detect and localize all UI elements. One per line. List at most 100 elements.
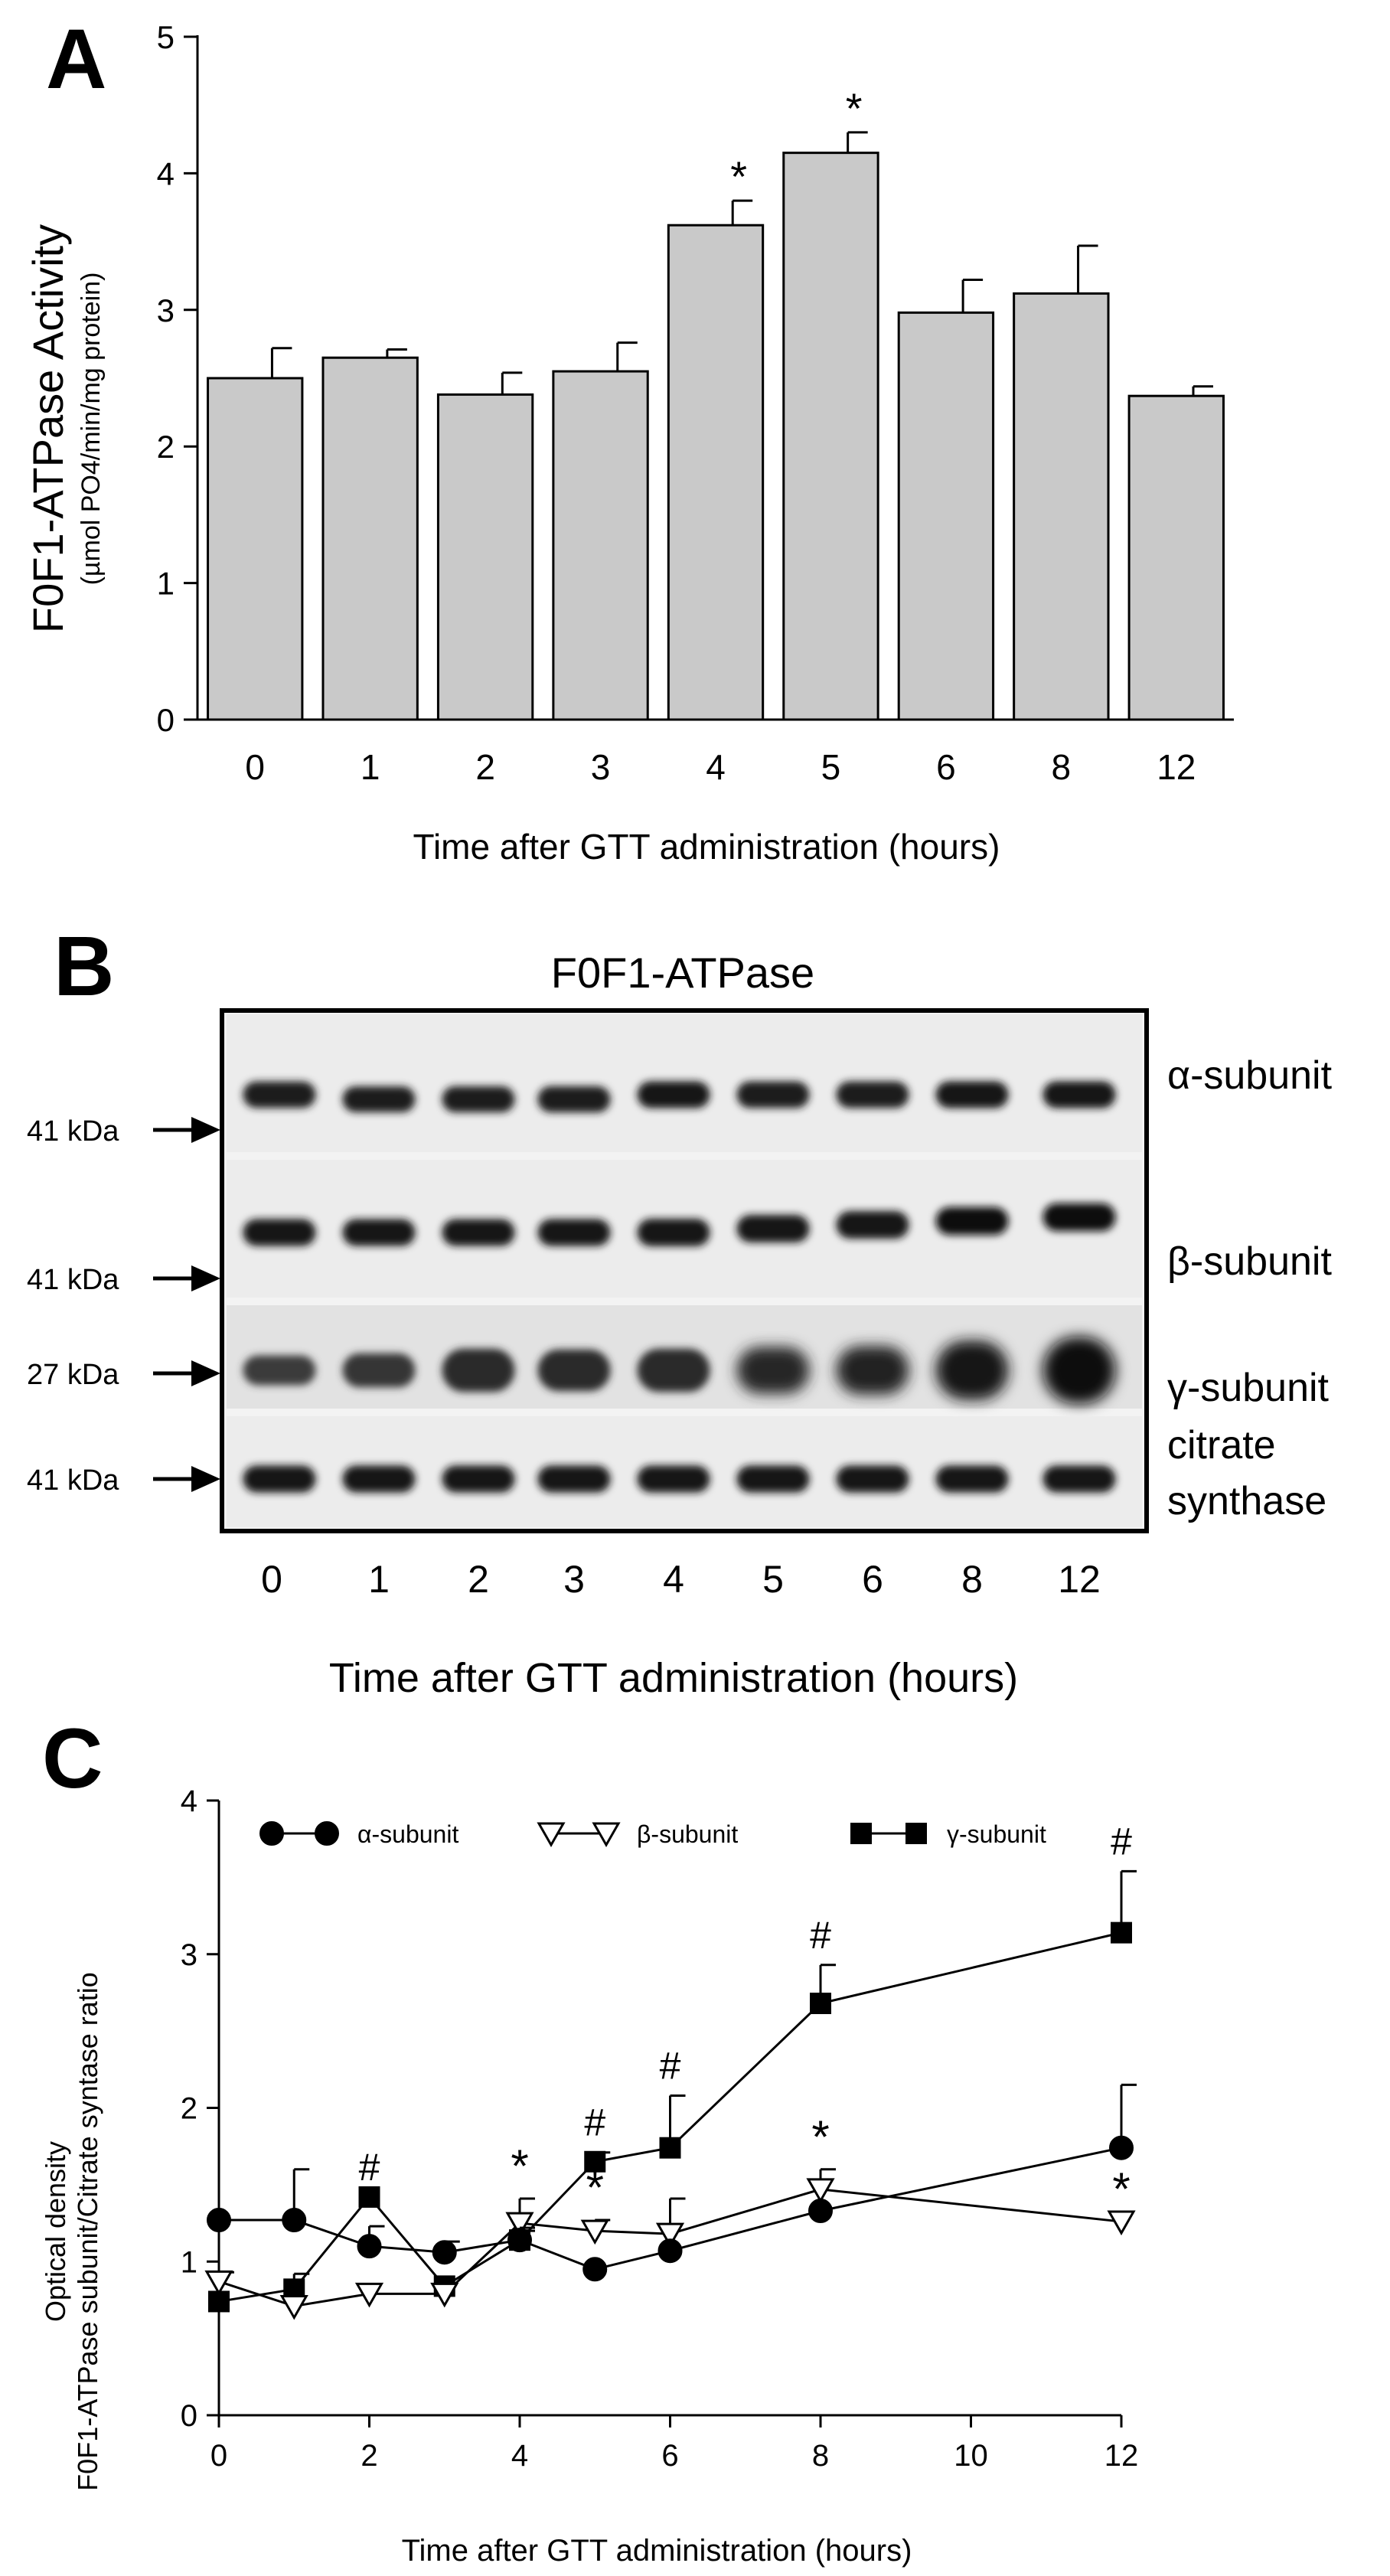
bar-1 — [321, 356, 419, 721]
x-tick-label-0: 0 — [245, 747, 265, 787]
bar-3 — [552, 370, 649, 721]
x-tick-label-4: 4 — [706, 747, 726, 787]
panel-a-letter: A — [46, 12, 106, 106]
band-1-lane-8 — [1042, 1203, 1116, 1232]
band-2-lane-5 — [736, 1347, 810, 1394]
lane-label-12: 12 — [1058, 1558, 1101, 1601]
lane-label-2: 2 — [468, 1558, 489, 1601]
y-tick-label-1: 1 — [157, 566, 175, 602]
panel-b-title: F0F1-ATPase — [551, 948, 814, 997]
panel-c-letter: C — [42, 1712, 103, 1806]
panel-b-blot: α-subunit 41 kDa β-subunit 41 kDa γ-subunit 2… — [27, 1008, 1333, 1601]
band-0-lane-4 — [637, 1081, 710, 1108]
band-2-lane-2 — [442, 1348, 515, 1392]
annotation-4: # — [660, 2044, 681, 2087]
band-0-lane-5 — [736, 1081, 810, 1108]
legend-marker-a-1 — [537, 1822, 566, 1848]
band-3-lane-2 — [442, 1465, 515, 1493]
annotation-2: # — [584, 2101, 605, 2144]
panel-c-ylabel-line2: F0F1-ATPase subunit/Citrate syntase rati… — [72, 1972, 103, 2491]
x-tick-label-3: 3 — [591, 747, 611, 787]
mw-marker-label-1: 41 kDa — [27, 1264, 119, 1296]
series-1-point-8 — [1107, 2210, 1136, 2236]
row-label-0: α-subunit — [1167, 1053, 1333, 1098]
mw-marker-arrow-head-0 — [191, 1117, 220, 1143]
band-2-lane-3 — [537, 1349, 611, 1392]
series-1-point-0 — [204, 2270, 233, 2296]
series-0-point-1 — [282, 2208, 307, 2233]
panel-a-ylabel-main: F0F1-ATPase Activity — [24, 224, 72, 633]
bar-4 — [667, 224, 765, 721]
mw-marker-arrow-head-3 — [191, 1466, 220, 1492]
series-2-point-2 — [358, 2186, 380, 2208]
y-tick-label-3: 3 — [157, 292, 175, 328]
x-tick-label-1: 1 — [361, 747, 380, 787]
lane-label-4: 4 — [663, 1558, 684, 1601]
band-3-lane-3 — [537, 1465, 611, 1493]
band-0-lane-3 — [537, 1086, 611, 1113]
annotation-5: # — [810, 1914, 831, 1957]
band-3-lane-0 — [243, 1465, 316, 1493]
lane-label-0: 0 — [261, 1558, 282, 1601]
band-0-lane-0 — [243, 1081, 316, 1108]
band-2-lane-8 — [1042, 1337, 1116, 1404]
band-1-lane-7 — [935, 1206, 1009, 1236]
series-0-point-3 — [432, 2240, 457, 2265]
series-1-point-5 — [580, 2219, 609, 2245]
x-tick-label-2: 2 — [475, 747, 495, 787]
band-2-lane-6 — [836, 1346, 909, 1395]
lane-label-5: 5 — [762, 1558, 784, 1601]
band-0-lane-1 — [342, 1086, 416, 1112]
mw-marker-arrow-head-2 — [191, 1360, 220, 1386]
bar-2 — [436, 393, 534, 721]
band-0-lane-2 — [442, 1086, 515, 1113]
x-tick-label-2: 2 — [361, 2439, 377, 2473]
row-label-2: γ-subunit — [1167, 1366, 1330, 1410]
panel-c-ylabel-line1: Optical density — [40, 2141, 71, 2322]
x-tick-label-12: 12 — [1157, 747, 1196, 787]
series-1-point-7 — [806, 2178, 835, 2203]
mw-marker-arrow-head-1 — [191, 1265, 220, 1291]
x-tick-label-10: 10 — [954, 2439, 988, 2473]
series-0-point-6 — [657, 2238, 683, 2264]
series-1-point-3 — [430, 2282, 459, 2308]
series-2-point-8 — [1111, 1921, 1132, 1944]
lane-label-3: 3 — [563, 1558, 585, 1601]
legend-marker-b-2 — [905, 1823, 927, 1844]
series-1-point-4 — [505, 2212, 534, 2238]
y-tick-label-2: 2 — [181, 2092, 197, 2126]
series-2-point-7 — [810, 1992, 831, 2014]
blot-frame — [220, 1008, 1149, 1533]
legend-label-0: α-subunit — [357, 1820, 458, 1848]
series-0 — [207, 2083, 1137, 2282]
x-tick-label-6: 6 — [661, 2439, 678, 2473]
band-2-lane-7 — [935, 1340, 1009, 1400]
series-2-point-5 — [584, 2150, 606, 2173]
row-label-line2-3: synthase — [1167, 1479, 1326, 1523]
bar-6 — [897, 311, 995, 721]
lane-label-1: 1 — [368, 1558, 390, 1601]
bar-8 — [1013, 292, 1110, 721]
series-0-point-0 — [207, 2208, 231, 2233]
series-0-point-7 — [808, 2199, 833, 2224]
y-tick-label-1: 1 — [181, 2245, 197, 2279]
band-1-lane-4 — [637, 1219, 710, 1246]
panel-b-x-axis-label: Time after GTT administration (hours) — [329, 1655, 1018, 1701]
annotation-7: # — [1111, 1820, 1132, 1863]
legend-label-2: γ-subunit — [947, 1820, 1046, 1848]
legend-marker-b-0 — [315, 1821, 339, 1846]
band-3-lane-5 — [736, 1465, 810, 1493]
panel-a-x-axis-label: Time after GTT administration (hours) — [413, 827, 1000, 867]
band-0-lane-8 — [1042, 1081, 1116, 1108]
x-tick-label-8: 8 — [1052, 747, 1072, 787]
y-tick-label-5: 5 — [157, 19, 175, 55]
mw-marker-label-0: 41 kDa — [27, 1115, 119, 1148]
x-tick-label-6: 6 — [936, 747, 956, 787]
series-1-point-1 — [279, 2294, 308, 2320]
series-0-point-5 — [582, 2257, 608, 2282]
series-1 — [204, 2168, 1136, 2320]
band-1-lane-1 — [342, 1219, 416, 1246]
